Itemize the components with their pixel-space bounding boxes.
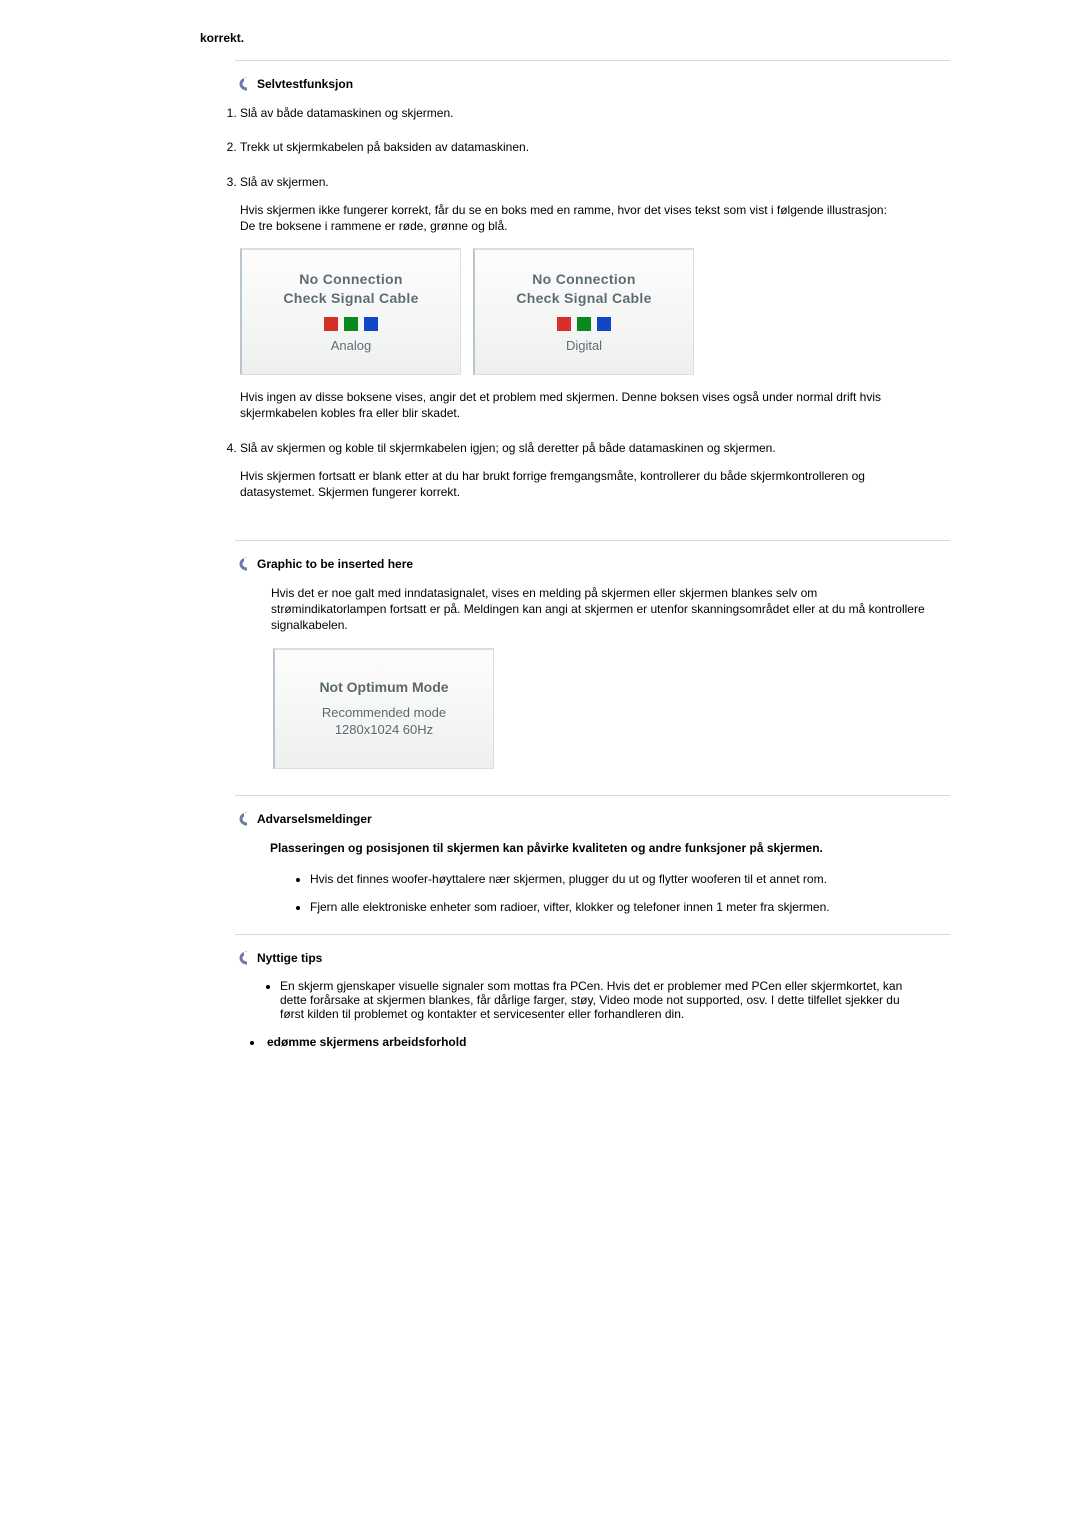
advarsel-subtitle: Plasseringen og posisjonen til skjermen … [270,840,860,856]
green-square [344,317,358,331]
section-icon [235,77,251,91]
rgb-squares [557,317,611,331]
step-3-desc-3: Hvis ingen av disse boksene vises, angir… [240,389,930,421]
step-4: Slå av skjermen og koble til skjermkabel… [240,440,930,501]
check-cable-label: Check Signal Cable [516,290,651,306]
step-4-desc: Hvis skjermen fortsatt er blank etter at… [240,468,930,500]
section-icon [235,557,251,571]
tips-item-2-text: edømme skjermens arbeidsforhold [267,1035,466,1049]
recommended-mode-label: Recommended mode 1280x1024 60Hz [322,705,446,739]
advarsel-item-1-text: Hvis det finnes woofer-høyttalere nær sk… [310,872,827,886]
step-3-desc-2: De tre boksene i rammene er røde, grønne… [240,218,930,234]
optimum-box: Not Optimum Mode Recommended mode 1280x1… [273,648,494,769]
red-square [557,317,571,331]
advarsel-item-2: Fjern alle elektroniske enheter som radi… [310,900,830,914]
step-3-desc-1: Hvis skjermen ikke fungerer korrekt, får… [240,202,930,218]
no-connection-label: No Connection [532,271,635,287]
blue-square [597,317,611,331]
step-1-text: Slå av både datamaskinen og skjermen. [240,105,930,121]
step-4-text: Slå av skjermen og koble til skjermkabel… [240,440,930,456]
recommended-line2: 1280x1024 60Hz [335,722,433,737]
tips-list: En skjerm gjenskaper visuelle signaler s… [260,979,910,1021]
tips-item-2: edømme skjermens arbeidsforhold [250,1035,930,1049]
recommended-line1: Recommended mode [322,705,446,720]
step-3-text: Slå av skjermen. [240,174,930,190]
analog-box: No Connection Check Signal Cable Analog [240,248,461,375]
step-2-text: Trekk ut skjermkabelen på baksiden av da… [240,139,930,155]
green-square [577,317,591,331]
section-graphic: Graphic to be inserted here [235,557,930,571]
digital-box: No Connection Check Signal Cable Digital [473,248,694,375]
graphic-desc: Hvis det er noe galt med inndatasignalet… [271,585,930,634]
section-selvtest: Selvtestfunksjon [235,77,930,91]
section-icon [235,951,251,965]
check-cable-label: Check Signal Cable [283,290,418,306]
tips-item-1: En skjerm gjenskaper visuelle signaler s… [280,979,910,1021]
section-title: Graphic to be inserted here [257,557,413,571]
tips-item-1-text: En skjerm gjenskaper visuelle signaler s… [280,979,902,1021]
section-advarsel: Advarselsmeldinger [235,812,930,826]
digital-label: Digital [566,338,602,353]
step-1: Slå av både datamaskinen og skjermen. [240,105,930,121]
advarsel-item-2-text: Fjern alle elektroniske enheter som radi… [310,900,830,914]
step-3: Slå av skjermen. Hvis skjermen ikke fung… [240,174,930,422]
section-title: Selvtestfunksjon [257,77,353,91]
selftest-steps: Slå av både datamaskinen og skjermen. Tr… [220,105,930,500]
no-connection-label: No Connection [299,271,402,287]
section-icon [235,812,251,826]
section-title: Nyttige tips [257,951,322,965]
advarsel-item-1: Hvis det finnes woofer-høyttalere nær sk… [310,872,830,886]
blue-square [364,317,378,331]
rgb-squares [324,317,378,331]
signal-boxes: No Connection Check Signal Cable Analog … [240,248,930,375]
advarsel-list: Hvis det finnes woofer-høyttalere nær sk… [290,872,830,914]
step-2: Trekk ut skjermkabelen på baksiden av da… [240,139,930,155]
tips-sub-list: edømme skjermens arbeidsforhold [250,1035,930,1049]
korrekt-label: korrekt. [200,30,990,46]
not-optimum-label: Not Optimum Mode [319,679,448,695]
red-square [324,317,338,331]
section-tips: Nyttige tips [235,951,930,965]
analog-label: Analog [331,338,371,353]
section-title: Advarselsmeldinger [257,812,372,826]
